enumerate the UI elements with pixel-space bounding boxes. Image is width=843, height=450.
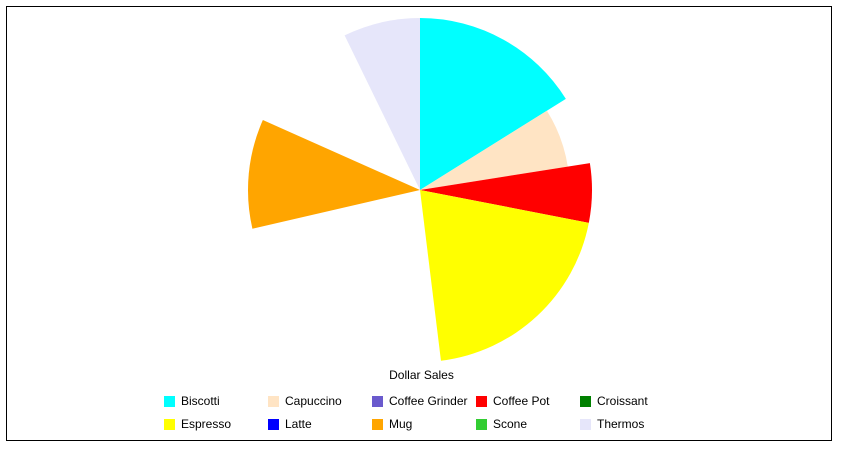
legend-label: Scone [493,417,528,431]
legend-swatch [268,395,279,407]
legend-item-croissant[interactable]: Croissant [580,393,684,409]
legend-label: Thermos [597,417,645,431]
pie-slice-biscotti[interactable] [420,18,566,190]
legend-label: Coffee Pot [493,394,550,408]
legend-label: Biscotti [181,394,220,408]
legend-swatch [476,395,487,407]
pie-slice-thermos[interactable] [344,18,420,190]
legend-label: Latte [285,417,312,431]
legend-label: Mug [389,417,413,431]
legend-label: Croissant [597,394,648,408]
legend-swatch [268,418,279,430]
legend-item-biscotti[interactable]: Biscotti [164,393,268,409]
legend-item-capuccino[interactable]: Capuccino [268,393,372,409]
legend-swatch [476,418,487,430]
legend-swatch [580,395,591,407]
legend-item-espresso[interactable]: Espresso [164,416,268,432]
pie-slice-coffee-pot[interactable] [420,163,592,223]
legend-swatch [164,395,175,407]
pie-slice-capuccino[interactable] [420,110,568,190]
legend-swatch [164,418,175,430]
legend-item-coffee-grinder[interactable]: Coffee Grinder [372,393,476,409]
legend-label: Capuccino [285,394,342,408]
legend-label: Coffee Grinder [389,394,468,408]
legend-item-coffee-pot[interactable]: Coffee Pot [476,393,580,409]
legend: Biscotti Capuccino Coffee Grinder Coffee Po… [164,393,684,432]
legend-swatch [372,418,383,430]
legend-item-mug[interactable]: Mug [372,416,476,432]
legend-item-scone[interactable]: Scone [476,416,580,432]
legend-item-latte[interactable]: Latte [268,416,372,432]
legend-label: Espresso [181,417,232,431]
legend-swatch [372,395,383,407]
legend-swatch [580,418,591,430]
chart-title: Dollar Sales [389,368,454,382]
pie-slice-espresso[interactable] [420,190,589,361]
legend-item-thermos[interactable]: Thermos [580,416,684,432]
pie-slice-mug[interactable] [248,120,420,229]
